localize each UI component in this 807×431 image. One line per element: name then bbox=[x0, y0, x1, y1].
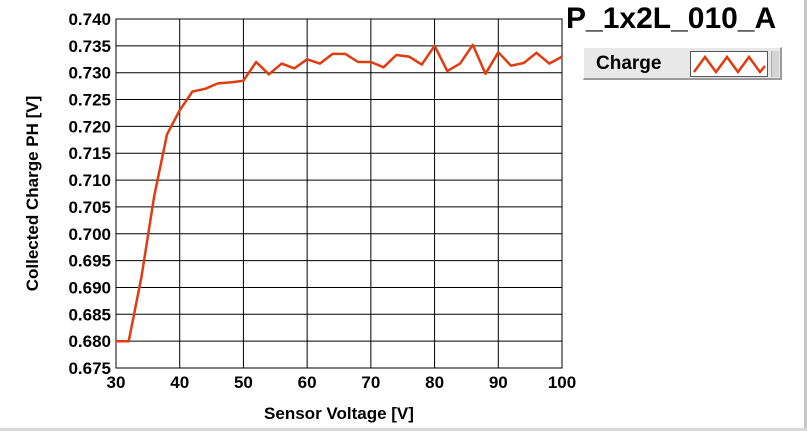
y-tick-label: 0.715 bbox=[68, 144, 111, 163]
plot-area bbox=[116, 19, 562, 368]
legend-swatch-line bbox=[692, 54, 766, 75]
y-axis-ticks: 0.675 0.680 0.685 0.690 0.695 0.700 0.705 0.710… bbox=[68, 10, 111, 378]
window-edge bbox=[804, 0, 807, 431]
y-axis-title: Collected Charge PH [V] bbox=[23, 96, 42, 292]
y-tick-label: 0.700 bbox=[68, 225, 111, 244]
x-axis-title: Sensor Voltage [V] bbox=[264, 404, 414, 423]
x-tick-label: 100 bbox=[548, 373, 576, 392]
x-tick-label: 30 bbox=[107, 373, 126, 392]
x-tick-label: 50 bbox=[234, 373, 253, 392]
y-tick-label: 0.675 bbox=[68, 359, 111, 378]
window-edge-bottom bbox=[0, 428, 807, 431]
y-tick-label: 0.690 bbox=[68, 278, 111, 297]
y-tick-label: 0.680 bbox=[68, 332, 111, 351]
series-line-0 bbox=[116, 43, 563, 343]
y-tick-label: 0.695 bbox=[68, 252, 111, 271]
x-tick-label: 70 bbox=[361, 373, 380, 392]
x-tick-label: 90 bbox=[489, 373, 508, 392]
y-tick-label: 0.740 bbox=[68, 10, 111, 29]
chart-title: P_1x2L_010_A bbox=[566, 2, 777, 35]
y-tick-label: 0.685 bbox=[68, 305, 111, 324]
legend-swatch bbox=[690, 51, 768, 77]
x-tick-label: 60 bbox=[298, 373, 317, 392]
series-layer bbox=[116, 43, 563, 343]
y-tick-label: 0.720 bbox=[68, 117, 111, 136]
y-tick-label: 0.705 bbox=[68, 198, 111, 217]
x-axis-ticks: 30 40 50 60 70 80 90 100 bbox=[107, 373, 577, 392]
x-tick-label: 80 bbox=[425, 373, 444, 392]
y-tick-label: 0.710 bbox=[68, 171, 111, 190]
legend-entry-label: Charge bbox=[596, 53, 662, 74]
y-tick-label: 0.725 bbox=[68, 91, 111, 110]
y-tick-label: 0.735 bbox=[68, 37, 111, 56]
legend-scrollbar[interactable] bbox=[771, 51, 779, 77]
plot-frame bbox=[115, 18, 563, 369]
legend: Charge bbox=[583, 47, 782, 80]
x-tick-label: 40 bbox=[170, 373, 189, 392]
y-tick-label: 0.730 bbox=[68, 64, 111, 83]
